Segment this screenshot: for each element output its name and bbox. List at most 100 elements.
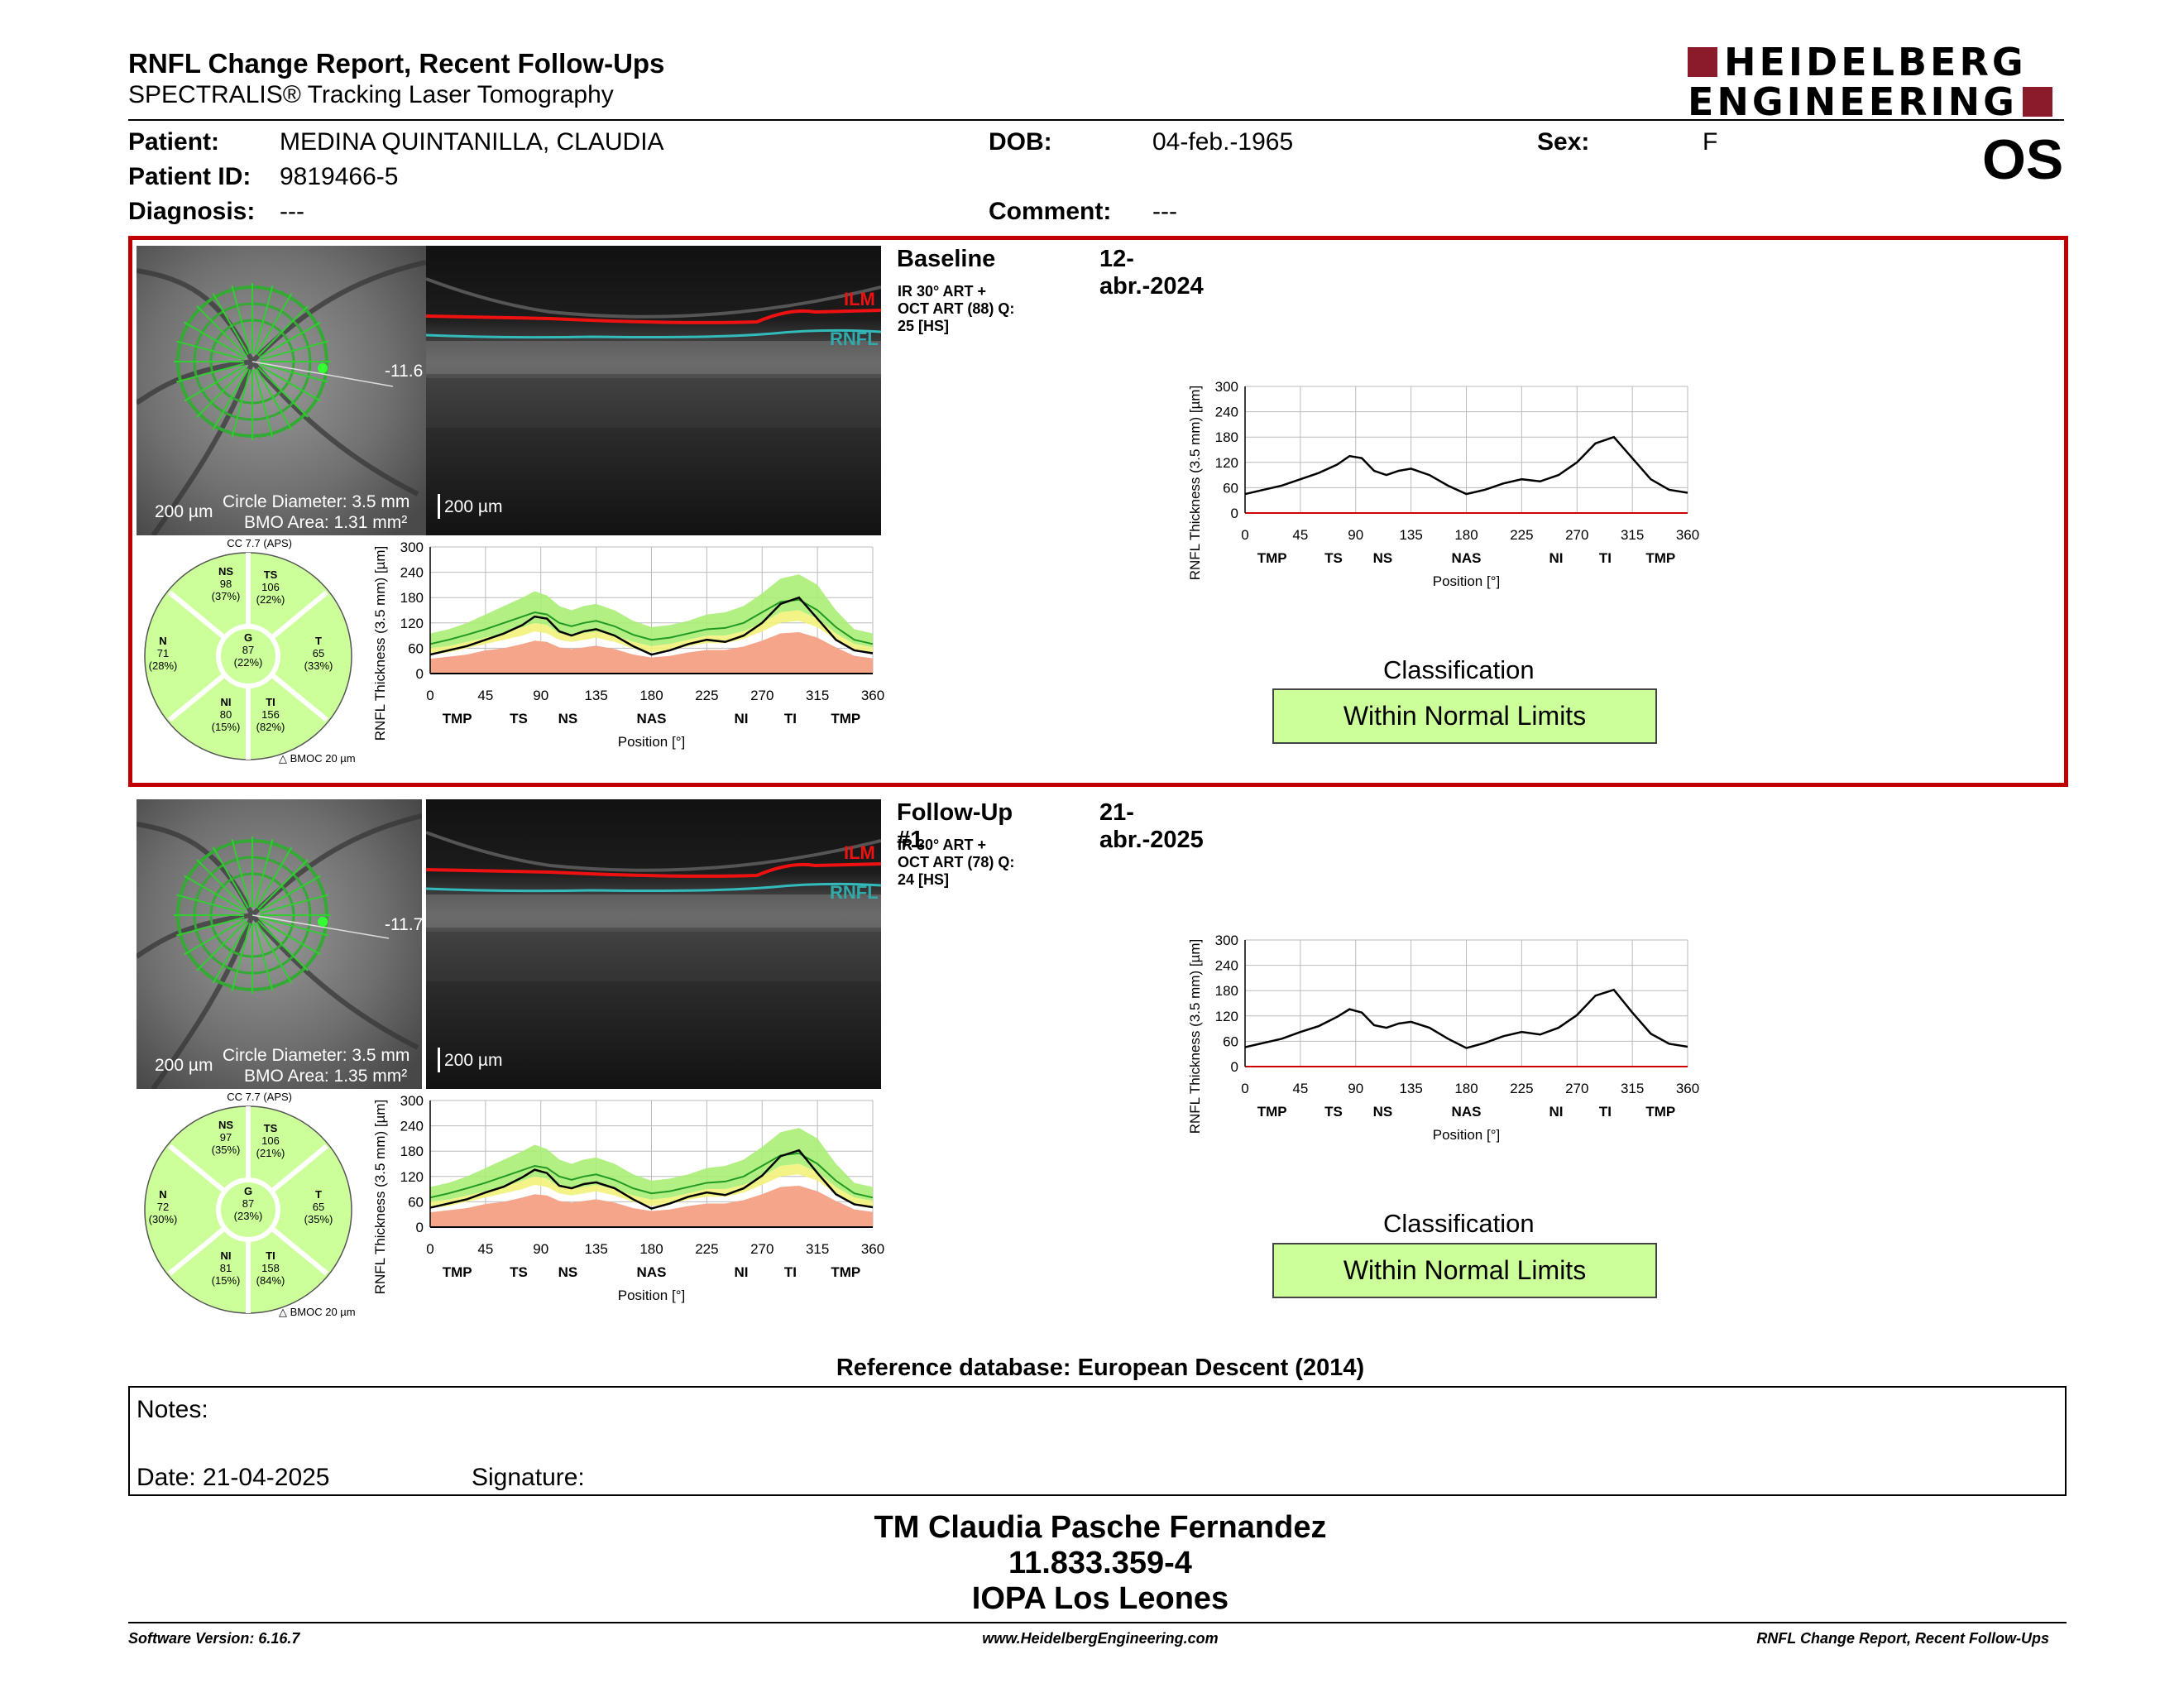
sector-ni: NI 81 (15%) — [211, 1249, 241, 1287]
software-version: Software Version: 6.16.7 — [128, 1630, 300, 1647]
bmo-area-label: BMO Area: 1.31 mm² — [244, 513, 408, 532]
x-tick-label: 45 — [477, 688, 493, 703]
baseline-exam: -11.6 200 µm Circle Diameter: 3.5 mm BMO… — [136, 246, 1204, 784]
triangle-icon: △ — [279, 1306, 287, 1318]
x-tick-label: 45 — [477, 1241, 493, 1257]
scan-spoke — [212, 922, 249, 984]
x-tick-label: 45 — [1292, 527, 1308, 543]
rnfl-thickness-line — [1244, 988, 1688, 1049]
comment-value: --- — [1152, 198, 1177, 225]
scan-spoke — [212, 846, 249, 909]
cc-label: CC 7.7 (APS) — [227, 1091, 292, 1103]
y-axis-title: RNFL Thickness (3.5 mm) [µm] — [1187, 386, 1203, 581]
y-tick-label: 240 — [400, 565, 424, 581]
scan-spoke — [257, 859, 309, 910]
y-axis-title: RNFL Thickness (3.5 mm) [µm] — [372, 546, 388, 741]
scan-spoke — [260, 340, 329, 361]
y-tick-label: 0 — [416, 1220, 424, 1235]
y-tick-label: 300 — [400, 1093, 424, 1109]
y-tick-label: 120 — [400, 1169, 424, 1185]
scan-spoke — [196, 305, 247, 357]
x-tick-label: 135 — [584, 688, 607, 703]
scan-spoke — [256, 368, 293, 430]
sector-axis-label: TI — [784, 711, 797, 727]
scan-spoke — [196, 920, 247, 971]
exam-label: Follow-Up #1 — [897, 799, 1013, 853]
scan-spoke — [184, 321, 246, 358]
notes-label: Notes: — [136, 1396, 208, 1423]
scan-spoke — [212, 293, 249, 355]
triangle-icon: △ — [279, 752, 287, 765]
scan-angle-label: -11.6 — [385, 362, 424, 381]
oct-scale-label: 200 µm — [444, 497, 503, 516]
scan-spoke — [259, 321, 321, 358]
x-tick-label: 270 — [1565, 1081, 1588, 1096]
reference-database: Reference database: European Descent (20… — [836, 1355, 1365, 1381]
sector-axis-label: NS — [1373, 1104, 1393, 1120]
sector-axis-label: TMP — [831, 711, 860, 727]
scan-spoke — [231, 838, 251, 908]
bmoc-label: △ BMOC 20 µm — [279, 1306, 356, 1318]
footer-report-name: RNFL Change Report, Recent Follow-Ups — [1756, 1630, 2049, 1647]
sector-g: G 87 (23%) — [233, 1185, 263, 1222]
x-tick-label: 0 — [426, 1241, 433, 1257]
y-tick-label: 60 — [408, 1194, 424, 1210]
notes-box[interactable]: Notes: Date: 21-04-2025 Signature: — [128, 1386, 2067, 1496]
sector-ni: NI 80 (15%) — [211, 696, 241, 733]
sector-n: N 71 (28%) — [148, 635, 178, 672]
normative-green-band — [430, 574, 873, 649]
oct-scale-bar — [438, 494, 440, 519]
sector-axis-label: NAS — [1452, 550, 1482, 566]
sector-t: T 65 (33%) — [304, 635, 333, 672]
sector-axis-label: TMP — [1257, 550, 1287, 566]
sector-pie — [144, 1105, 352, 1314]
rnfl-label: RNFL — [830, 882, 879, 903]
followup-fundus-image: -11.7 200 µm Circle Diameter: 3.5 mm BMO… — [136, 799, 422, 1089]
scan-info: IR 30° ART + OCT ART (88) Q: 25 [HS] — [898, 283, 1015, 334]
patient-label: Patient: — [128, 128, 220, 156]
y-tick-label: 180 — [1215, 983, 1238, 999]
bmoc-label: △ BMOC 20 µm — [279, 752, 356, 765]
x-tick-label: 270 — [1565, 527, 1588, 543]
y-tick-label: 120 — [1215, 455, 1238, 471]
sector-g: G 87 (22%) — [233, 631, 263, 669]
classification-label: Classification — [1383, 655, 1535, 684]
y-tick-label: 240 — [400, 1119, 424, 1134]
x-tick-label: 180 — [1454, 527, 1478, 543]
x-tick-label: 45 — [1292, 1081, 1308, 1096]
sector-axis-label: TI — [1599, 1104, 1612, 1120]
scan-angle-label: -11.7 — [385, 915, 422, 934]
scan-spoke — [175, 894, 245, 914]
sector-axis-label: NI — [734, 711, 748, 727]
sector-axis-label: NAS — [637, 711, 667, 727]
sector-axis-label: TMP — [1645, 1104, 1675, 1120]
x-axis-title: Position [°] — [618, 734, 685, 750]
x-tick-label: 270 — [750, 1241, 774, 1257]
normative-green-band — [430, 1128, 873, 1202]
logo-line2: ENGINEERING — [1688, 79, 2018, 124]
sex-value: F — [1703, 128, 1718, 156]
scan-spoke — [260, 362, 329, 383]
y-axis-title: RNFL Thickness (3.5 mm) [µm] — [372, 1100, 388, 1295]
y-tick-label: 60 — [1223, 1033, 1238, 1049]
x-axis-title: Position [°] — [618, 1288, 685, 1303]
footer-clinic: IOPA Los Leones — [971, 1581, 1229, 1616]
report-subtitle: SPECTRALIS® Tracking Laser Tomography — [128, 81, 614, 108]
y-tick-label: 0 — [416, 666, 424, 682]
scan-spoke — [256, 293, 293, 355]
x-tick-label: 315 — [806, 688, 829, 703]
website-link[interactable]: www.HeidelbergEngineering.com — [982, 1630, 1219, 1647]
scan-spoke — [175, 340, 245, 361]
baseline-fundus-image: -11.6 200 µm Circle Diameter: 3.5 mm BMO… — [136, 246, 426, 535]
ilm-label: ILM — [844, 289, 875, 309]
y-tick-label: 300 — [1215, 933, 1238, 948]
x-tick-label: 0 — [426, 688, 433, 703]
sector-axis-label: NS — [558, 1264, 578, 1280]
sector-axis-label: NS — [558, 711, 578, 727]
x-tick-label: 90 — [1348, 1081, 1363, 1096]
x-tick-label: 0 — [1241, 527, 1248, 543]
y-tick-label: 180 — [400, 1144, 424, 1159]
y-tick-label: 300 — [400, 539, 424, 555]
